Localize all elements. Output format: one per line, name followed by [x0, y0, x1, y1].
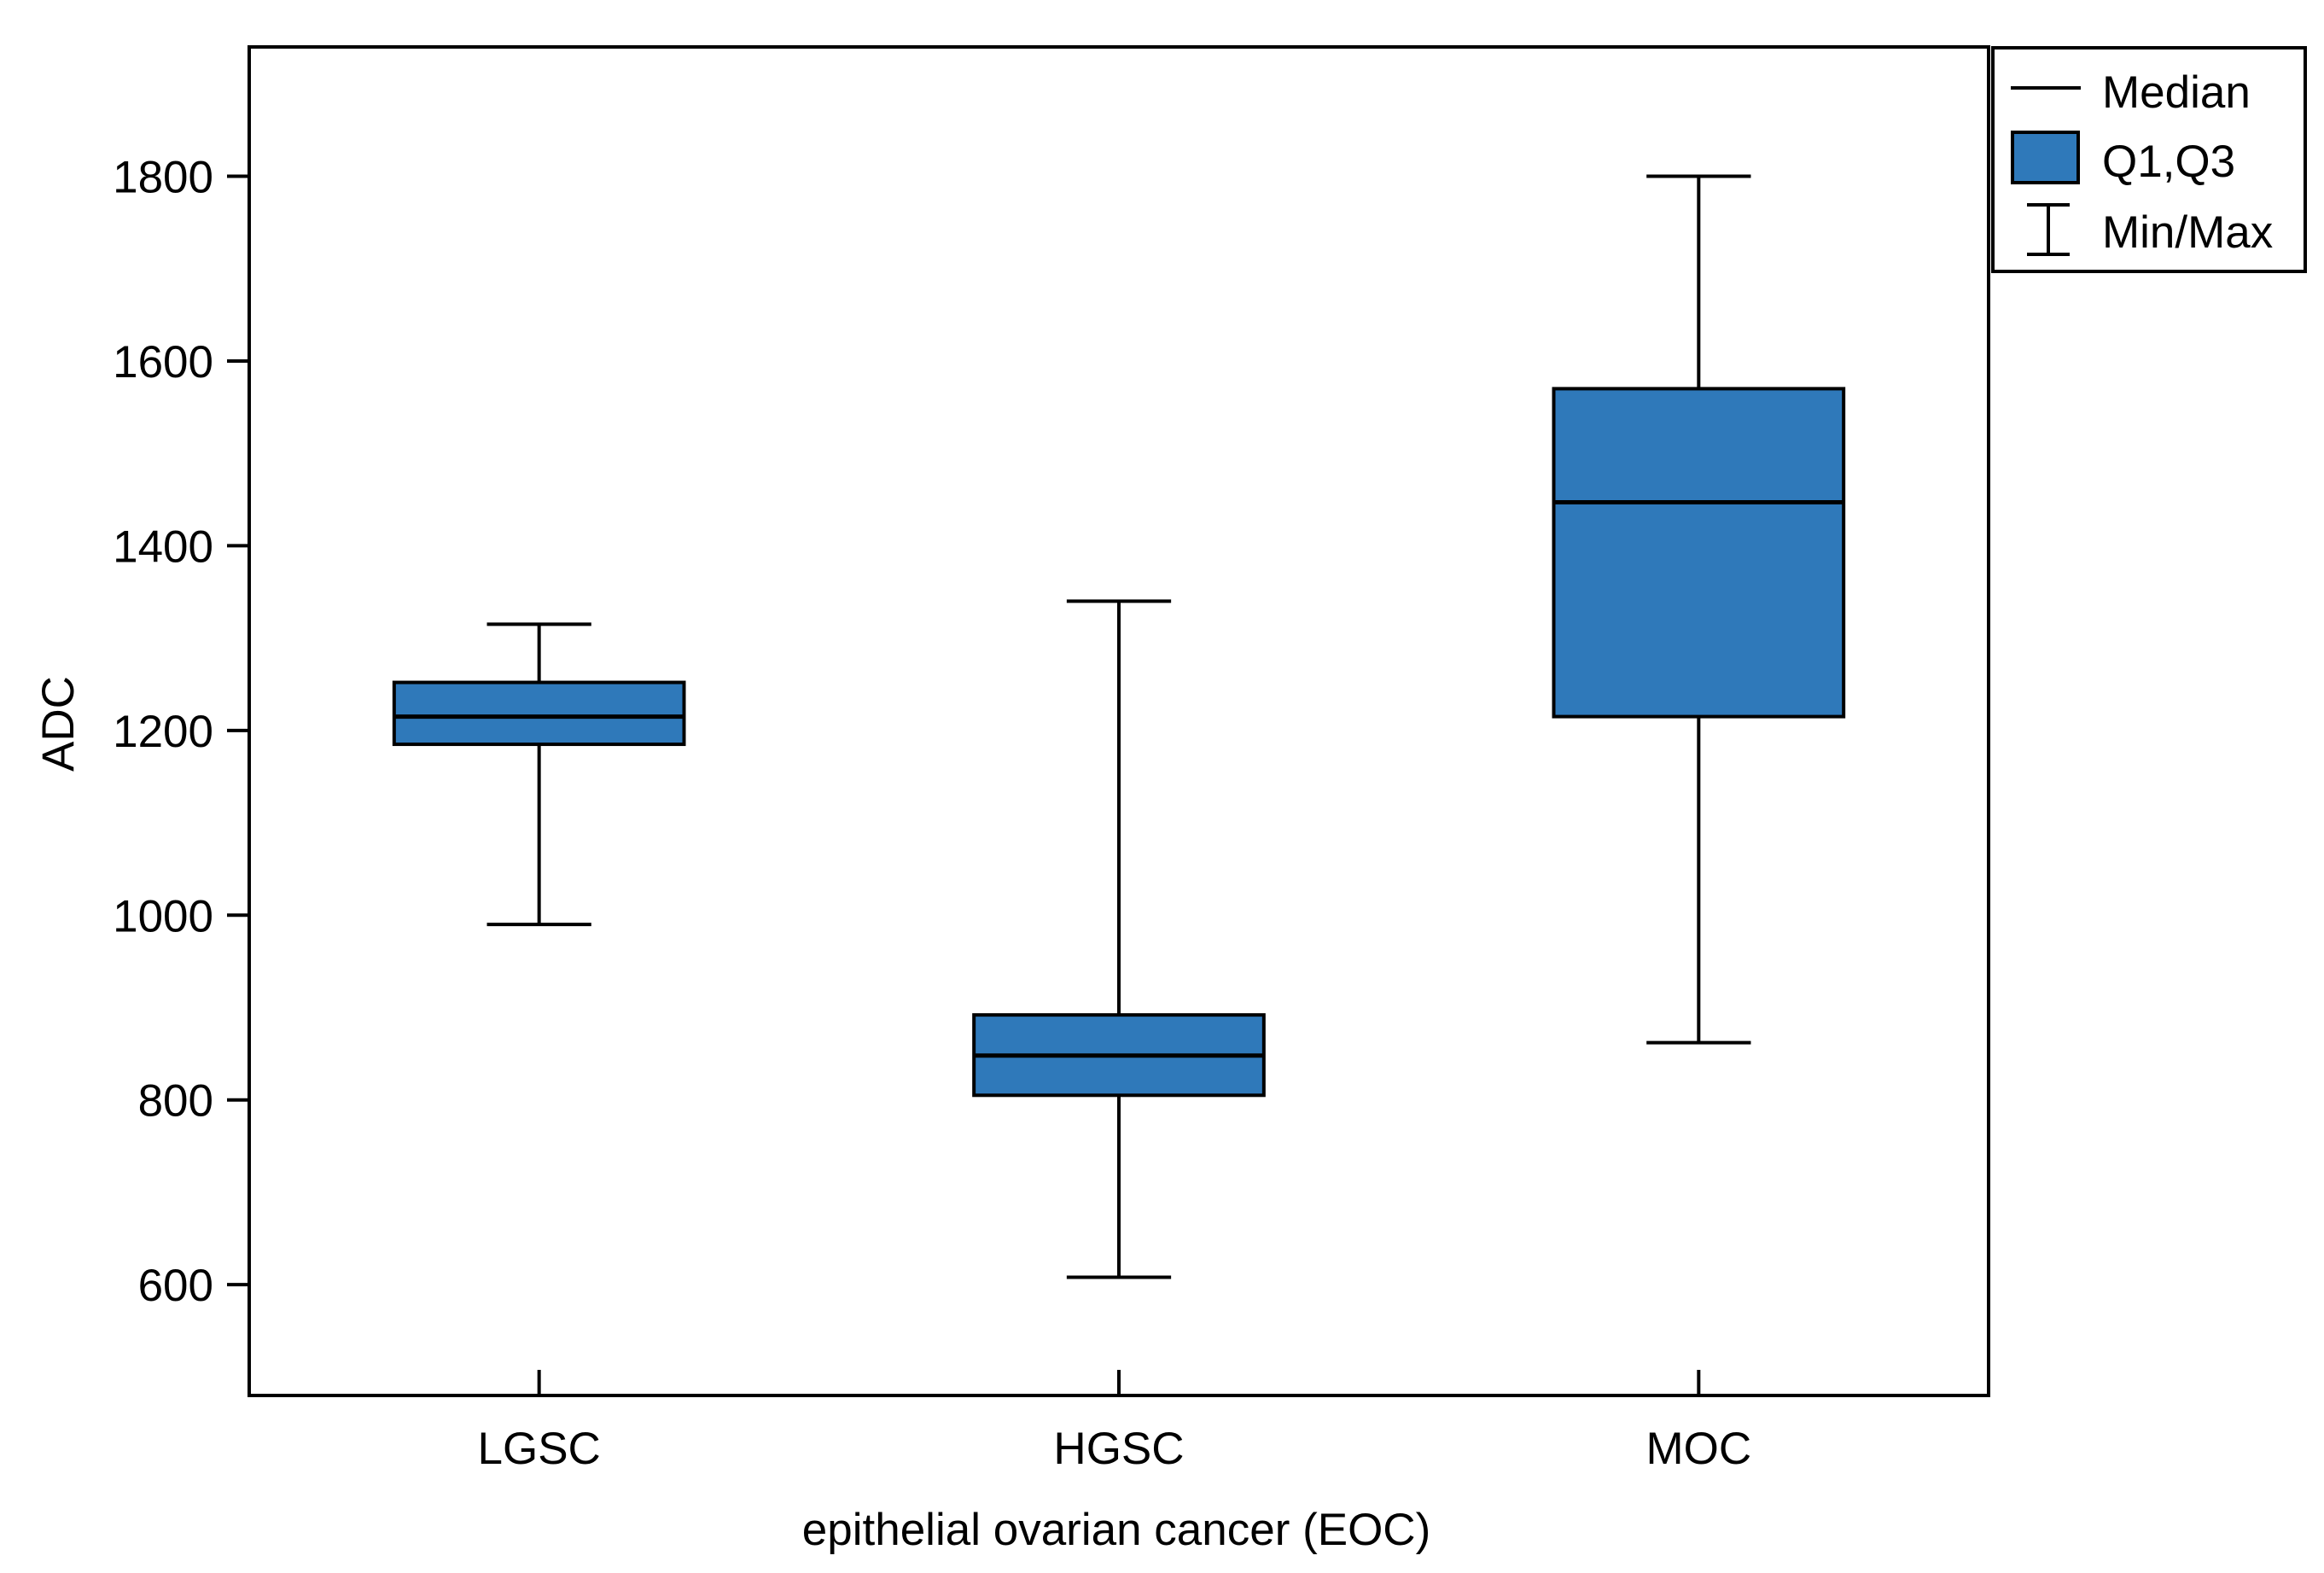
- y-tick-label-1600: 1600: [113, 337, 213, 387]
- x-tick-label-moc: MOC: [1646, 1424, 1752, 1474]
- y-axis: 600 800 1000 1200 1400 1600 1800: [113, 153, 249, 1311]
- y-tick-label-800: 800: [138, 1076, 213, 1127]
- box-group-hgsc: [972, 599, 1266, 1279]
- box-q1q3-lgsc: [392, 680, 686, 747]
- y-axis-title: ADC: [33, 676, 84, 772]
- y-tick-label-1800: 1800: [113, 153, 213, 203]
- y-tick-label-1400: 1400: [113, 521, 213, 572]
- legend: Median Q1,Q3 Min/Max: [1991, 46, 2307, 273]
- boxes-layer: [392, 174, 1846, 1279]
- y-tick-label-1000: 1000: [113, 891, 213, 941]
- x-axis: LGSC HGSC MOC: [478, 1370, 1752, 1474]
- x-tick-label-hgsc: HGSC: [1053, 1424, 1184, 1474]
- legend-q1q3-label: Q1,Q3: [2102, 137, 2235, 187]
- legend-minmax-swatch: [2027, 203, 2070, 256]
- x-axis-title: epithelial ovarian cancer (EOC): [802, 1505, 1430, 1555]
- y-tick-label-600: 600: [138, 1261, 213, 1311]
- x-tick-label-lgsc: LGSC: [478, 1424, 601, 1474]
- legend-q1q3-swatch: [2011, 131, 2080, 184]
- y-tick-label-1200: 1200: [113, 707, 213, 757]
- box-group-lgsc: [392, 622, 686, 927]
- legend-minmax-label: Min/Max: [2102, 207, 2273, 258]
- box-group-moc: [1552, 174, 1846, 1045]
- box-q1q3-moc: [1552, 387, 1846, 719]
- legend-median-label: Median: [2102, 67, 2251, 118]
